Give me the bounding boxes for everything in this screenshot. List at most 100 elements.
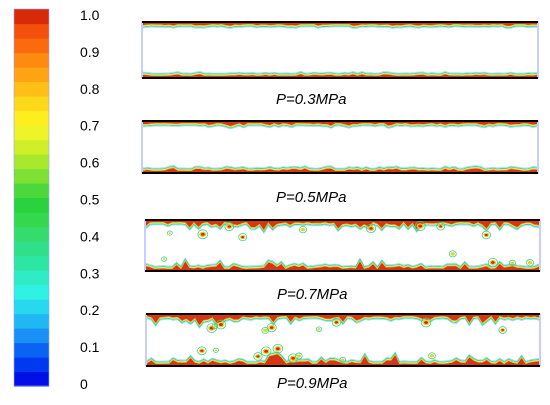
interface-contour-yellow (142, 24, 538, 27)
droplet-core (227, 225, 232, 228)
interface-contour-yellow (145, 259, 540, 270)
colorbar-band (14, 52, 49, 68)
droplet-outline (287, 353, 299, 364)
interface-contour-green (142, 71, 538, 75)
contour-panel: P=0.5MPa (141, 120, 539, 206)
droplet-core (264, 349, 269, 353)
colorbar-band (14, 226, 49, 242)
droplet-outline (420, 317, 432, 328)
droplet-outline (448, 250, 457, 258)
droplet-core (200, 232, 205, 236)
droplet (341, 358, 345, 362)
colorbar-band (14, 197, 49, 213)
colorbar-frame (13, 8, 50, 387)
colorbar-band (14, 23, 49, 39)
colorbar-band (14, 270, 49, 286)
interface-contour-green (142, 124, 538, 129)
wall-film (143, 122, 537, 127)
colorbar-tick-label: 0.8 (80, 81, 100, 97)
colorbar-tick-label: 0.9 (80, 44, 100, 60)
droplet-core (424, 321, 429, 324)
droplet-outline (339, 356, 347, 363)
colorbar-band (14, 342, 49, 358)
droplet-outline (211, 323, 219, 330)
colorbar-band (14, 212, 49, 228)
droplet-core (501, 329, 505, 332)
droplet-core (484, 233, 488, 237)
droplet-core (334, 321, 339, 324)
droplet-outline (272, 343, 284, 354)
colorbar-band (14, 96, 49, 112)
channel-domain (141, 21, 539, 79)
droplet-outline (315, 326, 323, 332)
interface-contour-green (146, 351, 540, 363)
droplet-outline (260, 346, 272, 357)
droplet (213, 325, 217, 328)
wall-film (146, 221, 539, 231)
droplet (317, 328, 321, 331)
droplet-outline (295, 352, 303, 360)
wall-film (143, 23, 537, 27)
interface-contour-cyan (142, 26, 538, 30)
droplet-outline (212, 347, 219, 353)
wall-film (143, 73, 537, 77)
contour-panel: P=0.7MPa (144, 219, 541, 303)
droplet-outline (525, 259, 535, 267)
colorbar-band (14, 313, 49, 329)
interface-contour-yellow (146, 315, 540, 327)
droplet-core (256, 355, 260, 358)
interface-contour-cyan (142, 164, 538, 169)
droplet-outline (481, 230, 491, 240)
interface-contour-cyan (142, 70, 538, 74)
droplet-outline (498, 326, 507, 334)
interface-contour-green (146, 317, 540, 329)
droplet-outline (298, 225, 308, 234)
interface-contour-green (145, 223, 540, 234)
colorbar-band (14, 154, 49, 170)
droplet (300, 227, 306, 232)
colorbar-tick-label: 0.7 (80, 118, 100, 134)
colorbar-band (14, 371, 49, 387)
colorbar-tick-label: 0.3 (80, 265, 100, 281)
droplet (162, 258, 166, 261)
droplet (263, 328, 268, 333)
droplet (429, 354, 435, 358)
colorbar-band (14, 284, 49, 300)
colorbar-band (14, 38, 49, 54)
colorbar-band (14, 183, 49, 199)
droplet-outline (253, 352, 263, 361)
droplet-outline (224, 222, 235, 231)
droplet-core (491, 261, 495, 264)
wall-film (147, 315, 539, 326)
interface-contour-yellow (142, 123, 538, 128)
colorbar-tick-label: 1.0 (80, 7, 100, 23)
colorbar-tick-label: 0.6 (80, 155, 100, 171)
colorbar-band (14, 357, 49, 373)
colorbar-tick-label: 0 (80, 376, 88, 392)
contour-panel: P=0.9MPa (145, 313, 541, 392)
droplet-outline (238, 233, 248, 242)
colorbar-band (14, 299, 49, 315)
channel-domain (144, 219, 541, 272)
interface-contour-yellow (142, 73, 538, 76)
droplet-outline (508, 259, 516, 266)
colorbar-band (14, 125, 49, 141)
colorbar (13, 8, 50, 387)
colorbar-band (14, 81, 49, 97)
colorbar-tick-label: 0.1 (80, 339, 100, 355)
droplet (296, 354, 301, 358)
droplet-core (269, 326, 274, 329)
colorbar-band (14, 328, 49, 344)
contour-panels: P=0.3MPa P=0.5MPa P=0.7MPa P=0.9MPa (141, 21, 541, 392)
droplet-outline (487, 257, 498, 268)
droplet (214, 349, 218, 352)
colorbar-band (14, 139, 49, 155)
droplet (527, 260, 533, 265)
droplet-outline (428, 352, 436, 360)
interface-contour-cyan (145, 257, 540, 267)
droplet (168, 232, 171, 234)
panel-caption: P=0.3MPa (276, 91, 346, 108)
panel-caption: P=0.7MPa (277, 286, 347, 303)
colorbar-tick-label: 0.5 (80, 192, 100, 208)
